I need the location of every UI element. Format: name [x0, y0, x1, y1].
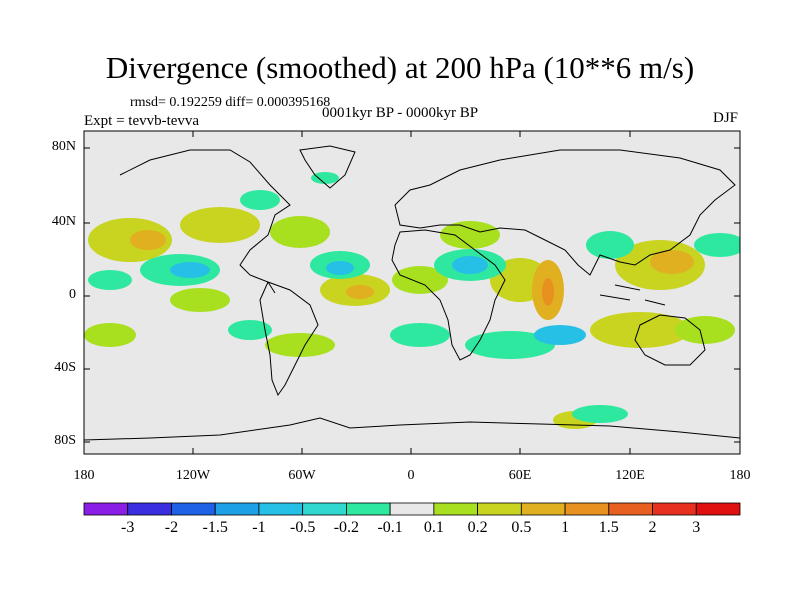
coast-australia: [634, 314, 706, 366]
negative-anomalies: [88, 172, 740, 423]
experiment-label: Expt = tevvb-tevva: [84, 113, 200, 129]
map-title: Divergence (smoothed) at 200 hPa (10**6 …: [105, 50, 695, 85]
colorbar-label: -0.5: [289, 519, 316, 536]
colorbar-label: 1: [561, 519, 570, 536]
colorbar-swatch: [127, 502, 172, 516]
colorbar-swatch: [652, 502, 697, 516]
y-tick-label: 80N: [51, 139, 76, 154]
colorbar-swatch: [171, 502, 216, 516]
colorbar-label: -1: [252, 519, 266, 536]
coast-south-america: [259, 281, 319, 397]
colorbar-label: -3: [121, 519, 135, 536]
period-label: 0001kyr BP - 0000kyr BP: [322, 105, 479, 121]
coast-africa: [391, 229, 506, 361]
colorbar-label: 0.1: [423, 519, 444, 536]
colorbar-swatch: [477, 502, 522, 516]
positive-anomalies: [84, 207, 735, 429]
colorbar-swatch: [608, 502, 653, 516]
y-tick-label: 80S: [54, 433, 76, 448]
colorbar-swatch: [345, 502, 391, 516]
x-tick-label: 180: [729, 468, 751, 483]
colorbar-swatch: [520, 502, 566, 516]
divergence-field: [84, 172, 740, 429]
colorbar-label: 0.5: [511, 519, 532, 536]
x-tick-label: 0: [407, 468, 415, 483]
coast-greenland: [299, 145, 356, 189]
coast-north-america: [119, 149, 291, 294]
stats-text: rmsd= 0.192259 diff= 0.000395168: [130, 95, 331, 110]
coast-indonesia: [599, 284, 666, 306]
colorbar-label: 3: [692, 519, 701, 536]
colorbar-swatch: [564, 502, 610, 516]
colorbar-swatch: [258, 502, 304, 516]
map-frame: [83, 130, 741, 455]
colorbar-label: -0.1: [377, 519, 403, 536]
x-tick-label: 60E: [508, 468, 532, 483]
y-tick-label: 40N: [51, 214, 76, 229]
colorbar-label: 2: [648, 519, 657, 536]
colorbar-swatch: [214, 502, 260, 516]
x-tick-label: 120W: [175, 468, 211, 483]
colorbar-swatch: [389, 502, 435, 516]
colorbar: [83, 502, 741, 516]
coast-antarctica: [84, 417, 740, 441]
coast-eurasia: [394, 149, 736, 276]
x-tick-label: 180: [73, 468, 95, 483]
x-tick-label: 60W: [288, 468, 316, 483]
y-tick-label: 40S: [54, 360, 76, 375]
colorbar-swatch: [695, 502, 741, 516]
colorbar-swatch: [83, 502, 129, 516]
axis-ticks: [83, 131, 741, 454]
season-label: DJF: [713, 110, 739, 126]
colorbar-label: -1.5: [202, 519, 228, 536]
x-tick-label: 120E: [615, 468, 645, 483]
colorbar-label: -0.2: [333, 519, 360, 536]
colorbar-swatch: [302, 502, 347, 516]
colorbar-swatch: [433, 502, 479, 516]
colorbar-label: 0.2: [467, 519, 488, 536]
colorbar-label: -2: [164, 519, 179, 536]
colorbar-label: 1.5: [598, 519, 619, 536]
y-tick-label: 0: [69, 287, 76, 302]
coastlines: [84, 145, 740, 441]
